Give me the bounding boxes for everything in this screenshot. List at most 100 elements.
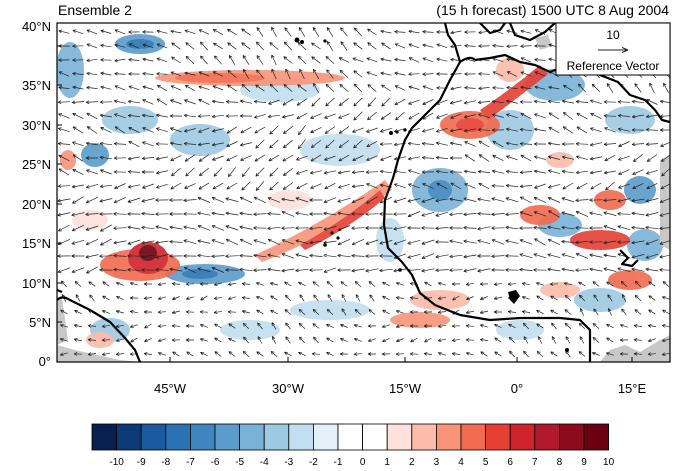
lat-tick-label: 25°N bbox=[22, 157, 51, 172]
colorbar-label: -6 bbox=[211, 457, 220, 468]
wind-vector bbox=[367, 352, 376, 356]
wind-vector bbox=[155, 240, 169, 245]
wind-vector bbox=[171, 42, 181, 50]
wind-vector bbox=[101, 338, 111, 342]
wind-vector bbox=[212, 71, 224, 77]
wind-vector bbox=[327, 294, 333, 302]
wind-vector bbox=[505, 141, 518, 146]
wind-vector bbox=[547, 169, 560, 174]
wind-vector bbox=[366, 57, 378, 63]
wind-vector bbox=[563, 84, 573, 92]
wind-vector bbox=[267, 226, 281, 231]
wind-vector bbox=[437, 281, 446, 286]
colorbar-label: 9 bbox=[581, 457, 587, 468]
wind-vector bbox=[575, 268, 589, 273]
wind-vector bbox=[491, 212, 505, 217]
wind-vector bbox=[242, 68, 250, 79]
wind-vector bbox=[310, 183, 322, 189]
wind-vector bbox=[310, 113, 322, 119]
map-plot-area bbox=[57, 23, 670, 362]
wind-vector bbox=[141, 225, 155, 230]
wind-vector bbox=[169, 198, 183, 202]
wind-vector bbox=[281, 197, 295, 202]
colorbar-label: -4 bbox=[260, 457, 269, 468]
reference-vector-caption: Reference Vector bbox=[567, 59, 660, 73]
wind-vector bbox=[408, 85, 420, 90]
wind-vector bbox=[227, 282, 236, 286]
wind-vector bbox=[225, 197, 239, 202]
wind-vector bbox=[551, 322, 557, 330]
wind-vector bbox=[282, 168, 293, 177]
wind-vector bbox=[127, 239, 141, 245]
wind-vector bbox=[519, 170, 533, 175]
wind-vector bbox=[408, 43, 420, 49]
wind-vector bbox=[309, 226, 323, 231]
wind-vector bbox=[127, 169, 141, 174]
wind-vector bbox=[463, 197, 477, 202]
wind-vector bbox=[351, 253, 365, 258]
wind-vector bbox=[533, 142, 547, 146]
wind-vector bbox=[86, 266, 98, 274]
wind-vector bbox=[127, 254, 141, 258]
wind-vector bbox=[564, 322, 572, 330]
wind-vector bbox=[296, 155, 308, 161]
wind-vector bbox=[421, 141, 435, 146]
lat-tick-label: 40°N bbox=[22, 19, 51, 34]
wind-vector bbox=[72, 196, 84, 204]
wind-vector bbox=[645, 239, 659, 245]
colorbar-label: -5 bbox=[235, 457, 244, 468]
wind-vector bbox=[311, 42, 321, 50]
wind-vector bbox=[561, 99, 574, 104]
wind-vector bbox=[127, 156, 140, 161]
wind-vector bbox=[520, 85, 532, 90]
wind-vector bbox=[253, 268, 267, 273]
wind-vector bbox=[379, 127, 392, 133]
wind-vector bbox=[534, 113, 546, 119]
wind-vector bbox=[367, 84, 377, 92]
colorbar-label: 2 bbox=[409, 457, 415, 468]
terrain-mask bbox=[57, 35, 670, 362]
lat-tick-label: 35°N bbox=[22, 78, 51, 93]
wind-vector bbox=[183, 254, 197, 258]
wind-vector bbox=[269, 281, 278, 286]
wind-vector bbox=[407, 211, 421, 218]
wind-vector bbox=[621, 308, 627, 316]
wind-vector bbox=[155, 267, 169, 272]
lat-tick-label: 15°N bbox=[22, 236, 51, 251]
wind-vector bbox=[506, 71, 518, 77]
lat-tick-label: 5°N bbox=[29, 315, 51, 330]
wind-vector bbox=[253, 239, 267, 245]
wind-vector bbox=[228, 55, 236, 65]
wind-vector bbox=[564, 294, 572, 302]
wind-vector bbox=[57, 100, 71, 104]
wind-vector bbox=[197, 239, 211, 244]
wind-vector bbox=[100, 58, 112, 62]
wind-vector bbox=[309, 170, 322, 175]
wind-vector bbox=[85, 212, 99, 217]
wind-vector bbox=[492, 71, 504, 77]
wind-vector bbox=[534, 85, 546, 90]
wind-vector bbox=[479, 310, 488, 315]
wind-vector bbox=[270, 309, 278, 315]
wind-vector bbox=[422, 99, 434, 105]
wind-vector bbox=[85, 225, 99, 231]
wind-vector bbox=[298, 308, 306, 315]
wind-vector bbox=[157, 296, 166, 301]
wind-vector bbox=[353, 83, 363, 93]
wind-vector bbox=[423, 324, 432, 328]
wind-vector bbox=[253, 253, 267, 258]
wind-vector bbox=[312, 308, 320, 315]
wind-vector bbox=[197, 211, 211, 216]
wind-vector bbox=[436, 113, 448, 119]
colorbar-box bbox=[460, 423, 487, 451]
wind-vector bbox=[422, 183, 434, 189]
wind-vector bbox=[198, 127, 210, 133]
wind-vector bbox=[354, 280, 362, 287]
wind-vector bbox=[185, 310, 195, 314]
wind-vector bbox=[520, 57, 532, 63]
wind-vector bbox=[284, 351, 292, 357]
wind-vector bbox=[116, 295, 124, 301]
wind-vector bbox=[464, 85, 476, 90]
wind-vector bbox=[268, 154, 280, 162]
wind-vector bbox=[100, 224, 112, 232]
